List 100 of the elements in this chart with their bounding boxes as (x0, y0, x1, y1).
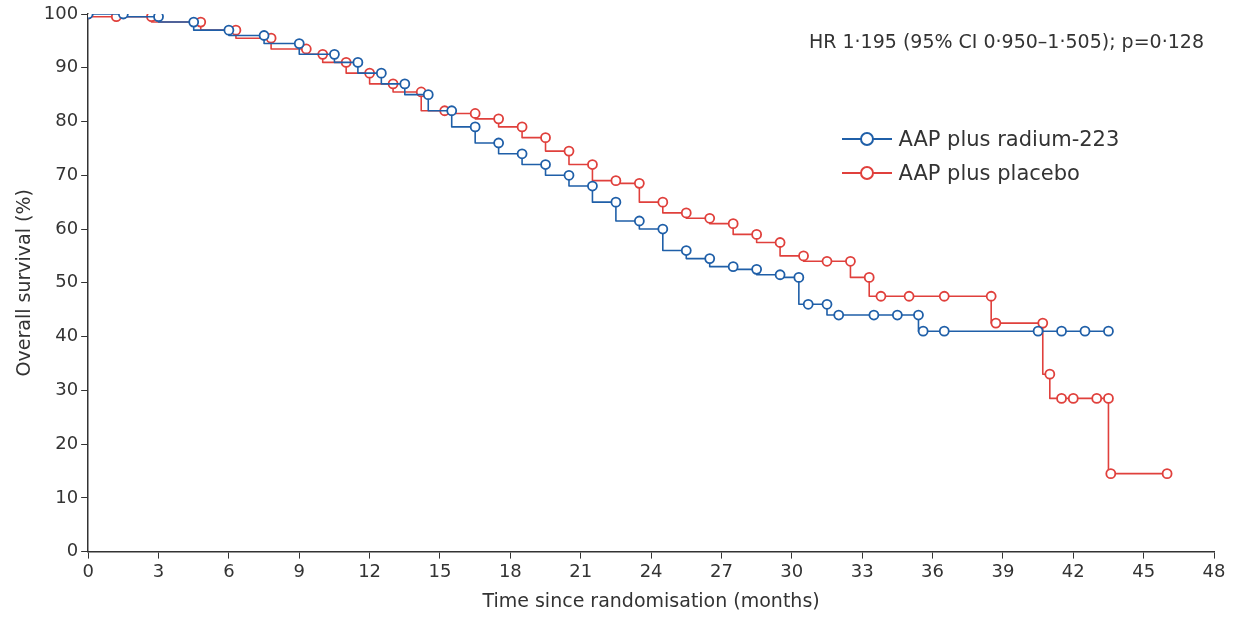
point (657, 223, 669, 235)
point (751, 229, 763, 240)
point (657, 196, 669, 208)
point (1044, 368, 1056, 380)
point (833, 309, 845, 321)
point (913, 309, 924, 321)
point (375, 67, 387, 79)
point (300, 43, 312, 55)
point (875, 290, 887, 302)
point (868, 309, 880, 321)
y-tick-label: 70 (55, 162, 79, 184)
point (293, 38, 305, 49)
point (774, 237, 786, 248)
point (990, 317, 1002, 329)
y-tick-label: 10 (55, 485, 79, 507)
legend-label: AAP plus radium-223 (898, 126, 1120, 151)
point (633, 215, 645, 227)
point (845, 255, 856, 267)
x-tick-label: 30 (780, 560, 804, 582)
point (516, 148, 528, 160)
point (680, 207, 692, 219)
point (516, 121, 528, 133)
point (1161, 468, 1173, 480)
point (1032, 325, 1044, 337)
x-tick-label: 24 (639, 560, 663, 582)
point (821, 255, 833, 267)
point (540, 159, 551, 170)
point (1056, 325, 1067, 337)
x-tick-label: 39 (991, 560, 1015, 582)
point (727, 218, 739, 230)
point (1091, 392, 1103, 404)
point (587, 159, 598, 170)
point (223, 24, 235, 36)
point (727, 261, 739, 273)
point (493, 137, 505, 149)
point (704, 253, 716, 265)
point (563, 145, 575, 157)
y-tick-label: 60 (55, 216, 79, 238)
point (793, 272, 805, 283)
point (329, 48, 340, 60)
x-tick-label: 45 (1132, 560, 1156, 582)
point (1067, 392, 1079, 404)
point (1103, 392, 1114, 404)
point (493, 113, 505, 125)
point (938, 325, 950, 337)
point (1037, 317, 1049, 329)
point (917, 325, 929, 337)
point (938, 290, 950, 302)
y-tick-label: 100 (43, 1, 79, 23)
y-tick-label: 40 (55, 324, 79, 346)
point (1103, 325, 1114, 337)
point (188, 16, 200, 28)
point (774, 269, 786, 281)
x-tick-label: 36 (921, 560, 944, 582)
y-tick-label: 30 (55, 377, 79, 399)
x-axis-title: Time since randomisation (months) (481, 588, 820, 611)
x-tick-label: 0 (82, 560, 94, 582)
x-tick-label: 12 (358, 560, 382, 582)
point (469, 108, 481, 119)
point (985, 290, 997, 302)
x-tick-label: 27 (709, 560, 733, 582)
legend-label: AAP plus placebo (898, 160, 1080, 185)
y-tick-label: 50 (55, 270, 79, 292)
x-tick-label: 18 (498, 560, 522, 582)
x-tick-label: 42 (1061, 560, 1085, 582)
annotation: HR 1·195 (95% CI 0·950–1·505); p=0·128 (808, 30, 1204, 52)
x-tick-label: 6 (223, 560, 235, 582)
point (821, 298, 833, 310)
point (798, 250, 809, 262)
x-tick-label: 3 (152, 560, 165, 582)
point (258, 30, 270, 41)
point (446, 105, 458, 117)
point (891, 309, 903, 321)
point (1079, 325, 1091, 337)
point (1056, 392, 1067, 404)
y-tick-label: 0 (66, 539, 79, 561)
x-tick-label: 33 (850, 560, 874, 582)
y-axis-title: Overall survival (%) (12, 189, 35, 377)
point (540, 132, 551, 144)
x-tick-label: 48 (1202, 560, 1226, 582)
point (587, 180, 598, 192)
y-tick-label: 20 (55, 431, 79, 453)
point (610, 196, 622, 208)
point (469, 121, 481, 133)
point (704, 212, 716, 224)
x-tick-label: 9 (293, 560, 305, 582)
x-tick-label: 21 (569, 560, 593, 582)
x-tick-label: 15 (428, 560, 452, 582)
y-tick-label: 90 (55, 55, 79, 77)
point (863, 272, 875, 283)
point (153, 14, 164, 23)
point (422, 89, 434, 101)
point (680, 245, 692, 256)
point (903, 290, 915, 302)
point (1105, 468, 1117, 480)
point (352, 56, 364, 68)
point (633, 177, 645, 189)
point (802, 298, 814, 310)
point (563, 169, 575, 181)
y-tick-label: 80 (55, 109, 79, 131)
